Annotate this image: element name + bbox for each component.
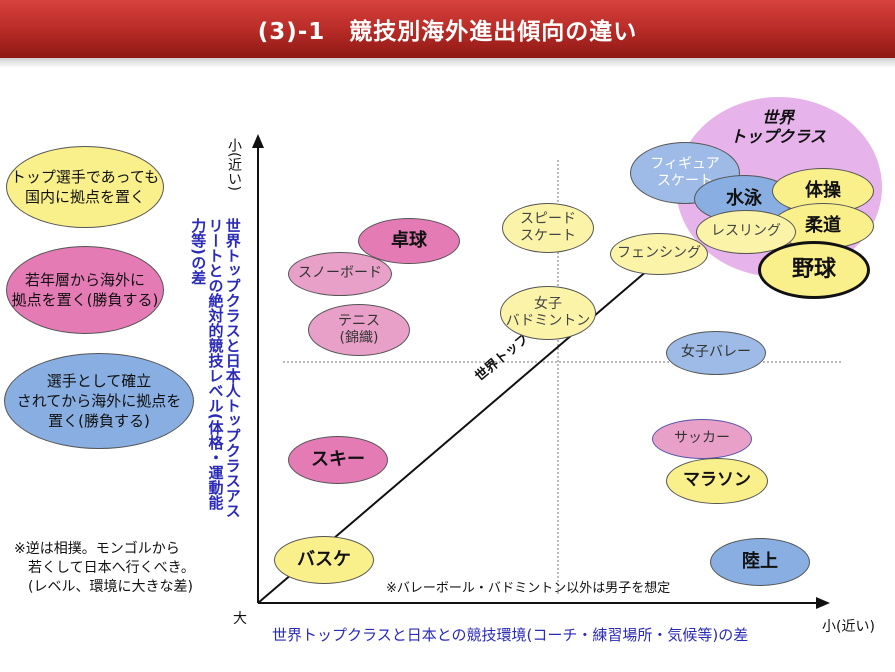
baseball-label: 野球 — [791, 257, 836, 283]
soccer-label: サッカー — [674, 430, 730, 447]
oval-baseball: 野球 — [758, 241, 870, 299]
origin-label: 大 — [233, 611, 247, 627]
oval-speed-skate: スピード スケート — [502, 203, 594, 253]
legend-pink: 若年層から海外に 拠点を置く(勝負する) — [6, 246, 164, 334]
wrestling-label: レスリング — [711, 223, 781, 240]
basket-label: バスケ — [297, 548, 351, 570]
x-axis-right-label: 小(近い) — [822, 619, 875, 635]
oval-fencing: フェンシング — [610, 233, 708, 275]
fencing-label: フェンシング — [617, 245, 701, 262]
oval-wrestling: レスリング — [696, 210, 796, 254]
ski-label: スキー — [311, 448, 365, 470]
badminton-label: 女子 バドミントン — [505, 295, 591, 330]
womens-volley-label: 女子バレー — [681, 344, 751, 361]
oval-snowboard: スノーボード — [288, 252, 392, 296]
sumo-note: ※逆は相撲。モンゴルから 若くして日本へ行くべき。 (レベル、環境に大きな差) — [14, 541, 195, 595]
judo-label: 柔道 — [805, 214, 841, 236]
world-top-label: 世界 トップクラス — [730, 108, 826, 147]
page-title: (3)-1 競技別海外進出傾向の違い — [0, 0, 895, 58]
swim-label: 水泳 — [726, 187, 762, 209]
oval-marathon: マラソン — [666, 458, 768, 504]
assumption-note: ※バレーボール・バドミントン以外は男子を想定 — [386, 581, 671, 596]
legend-blue: 選手として確立 されてから海外に拠点を 置く(勝負する) — [4, 353, 194, 449]
header-shadow — [0, 58, 895, 68]
legend-yellow: トップ選手であっても 国内に拠点を置く — [6, 146, 164, 228]
marathon-label: マラソン — [683, 470, 751, 491]
oval-ski: スキー — [288, 436, 388, 484]
oval-soccer: サッカー — [652, 419, 752, 459]
page-title-text: (3)-1 競技別海外進出傾向の違い — [257, 19, 638, 45]
gymnastics-label: 体操 — [805, 179, 841, 201]
oval-track: 陸上 — [710, 538, 810, 586]
legend-blue-text: 選手として確立 されてから海外に拠点を 置く(勝負する) — [16, 371, 182, 431]
oval-tennis: テニス (錦織) — [308, 304, 410, 356]
oval-table-tennis: 卓球 — [358, 218, 460, 264]
y-axis-top-label: 小(近い) — [226, 138, 242, 191]
x-axis-title: 世界トップクラスと日本との競技環境(コーチ・練習場所・気候等)の差 — [272, 626, 749, 644]
tennis-label: テニス (錦織) — [338, 312, 380, 347]
figure-skate-label: フィギュア スケート — [650, 155, 720, 190]
table-tennis-label: 卓球 — [391, 229, 427, 251]
y-axis-title: 世界トップクラスと日本人トップクラスアスリートとの絶対的競技レベル(体格・運動能… — [189, 218, 242, 518]
oval-figure-skate: フィギュア スケート — [630, 142, 740, 204]
oval-womens-volley: 女子バレー — [666, 331, 766, 375]
x-axis-arrow — [816, 597, 830, 609]
oval-badminton: 女子 バドミントン — [500, 286, 596, 340]
oval-basket: バスケ — [274, 536, 374, 584]
legend-pink-text: 若年層から海外に 拠点を置く(勝負する) — [11, 270, 159, 309]
speed-skate-label: スピード スケート — [520, 210, 576, 245]
legend-yellow-text: トップ選手であっても 国内に拠点を置く — [10, 167, 160, 206]
track-label: 陸上 — [742, 550, 778, 572]
y-axis-arrow — [252, 134, 264, 148]
snowboard-label: スノーボード — [298, 265, 382, 282]
